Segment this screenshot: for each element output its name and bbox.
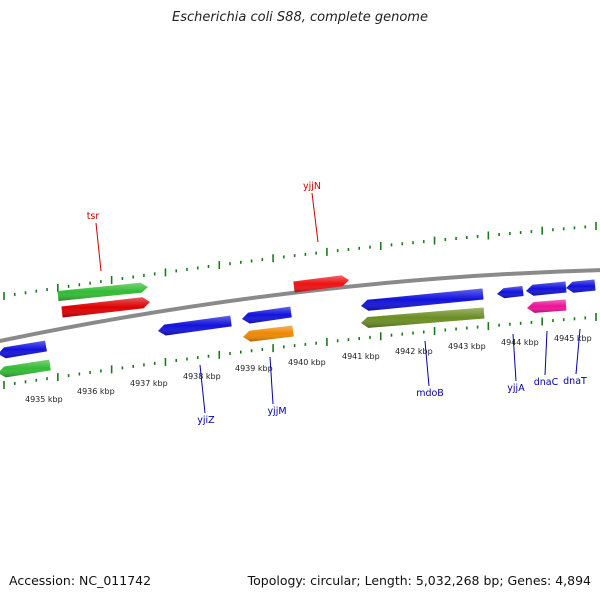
tick-label: 4935 kbp <box>25 395 63 404</box>
gene-arrow-yjjM[interactable] <box>242 306 292 324</box>
gene-arrow-dnaC[interactable] <box>526 281 567 296</box>
gene-label-tsr[interactable]: tsr <box>87 211 100 222</box>
accession-text: Accession: NC_011742 <box>9 573 152 588</box>
gene-labels: tsr yjjN yjiZ yjjM mdoB yjjA dnaC dnaT <box>87 181 587 426</box>
gene-arrow-pink[interactable] <box>527 299 567 313</box>
leader-line-yjjN <box>311 192 319 243</box>
leader-line-dnaC <box>544 330 548 376</box>
tick-label: 4944 kbp <box>501 338 539 347</box>
gene-arrow-green[interactable] <box>57 282 149 301</box>
gene-arrow-yjjA[interactable] <box>497 286 524 299</box>
gene-arrow-mdoB[interactable] <box>361 288 484 311</box>
gene-features <box>0 275 596 378</box>
leader-line-yjjM <box>269 356 274 405</box>
leader-line-yjiZ <box>199 364 206 414</box>
tick-label: 4943 kbp <box>448 342 486 351</box>
map-title: Escherichia coli S88, complete genome <box>172 10 428 25</box>
leader-line-mdoB <box>424 340 430 387</box>
position-tick-labels: 4935 kbp 4936 kbp 4937 kbp 4938 kbp 4939 kbp… <box>25 334 592 404</box>
tick-label: 4936 kbp <box>77 387 115 396</box>
leader-line-tsr <box>95 222 102 272</box>
gene-arrow-yjiZ[interactable] <box>158 315 232 336</box>
gene-label-yjjM[interactable]: yjjM <box>267 406 286 417</box>
leader-line-yjjA <box>512 333 517 382</box>
leader-line-dnaT <box>575 328 581 375</box>
gene-label-mdoB[interactable]: mdoB <box>416 388 444 399</box>
gene-arrow-tsr[interactable] <box>61 297 150 318</box>
gene-label-dnaT[interactable]: dnaT <box>563 376 587 387</box>
gene-arrow-olive[interactable] <box>361 307 485 328</box>
tick-label: 4940 kbp <box>288 358 326 367</box>
tick-label: 4941 kbp <box>342 352 380 361</box>
genome-backbone <box>0 268 600 344</box>
gene-arrow-yjjN[interactable] <box>293 275 349 293</box>
gene-arrow-green[interactable] <box>0 359 51 378</box>
tick-label: 4942 kbp <box>395 347 433 356</box>
genome-summary-text: Topology: circular; Length: 5,032,268 bp… <box>247 573 591 588</box>
gene-arrow-blue[interactable] <box>0 340 47 359</box>
gene-label-yjiZ[interactable]: yjiZ <box>197 415 215 426</box>
gene-label-yjjN[interactable]: yjjN <box>303 181 321 192</box>
tick-label: 4937 kbp <box>130 379 168 388</box>
tick-label: 4938 kbp <box>183 372 221 381</box>
upper-tick-track <box>3 222 597 300</box>
gene-arrow-dnaT[interactable] <box>566 279 596 293</box>
tick-label: 4945 kbp <box>554 334 592 343</box>
gene-label-dnaC[interactable]: dnaC <box>534 377 559 388</box>
gene-label-yjjA[interactable]: yjjA <box>507 383 525 394</box>
tick-label: 4939 kbp <box>235 364 273 373</box>
lower-tick-track <box>3 313 597 389</box>
gene-arrow-orange[interactable] <box>243 325 294 342</box>
